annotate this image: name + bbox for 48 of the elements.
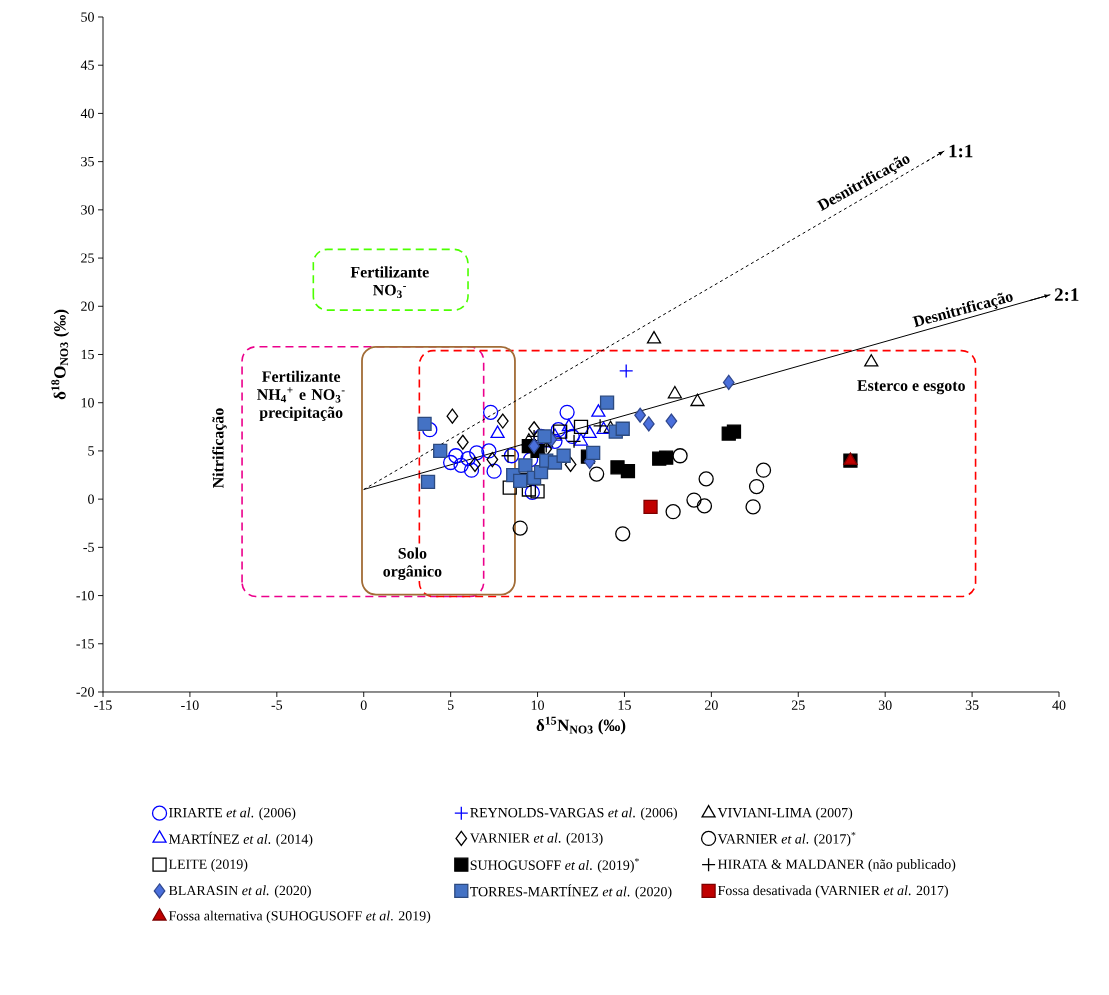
x-tick-label: 5 [447, 700, 454, 710]
y-tick-label: 45 [80, 60, 94, 70]
text: Fertilizante NH$_{4}$$^{+}$ e NO$_{3}$- precipitação [257, 370, 345, 422]
annotation: Fertilizante NO$_{3}$- [350, 266, 429, 299]
y-tick-label: 10 [81, 397, 94, 408]
annotation: Solo orgânico [383, 547, 442, 580]
y-tick-label: -5 [83, 542, 94, 552]
y-tick-label: 0 [88, 494, 94, 504]
x-tick-label: 40 [1052, 700, 1066, 710]
legend-label: BLARASIN et al. (2020) [168, 885, 311, 899]
y-tick-label: 40 [80, 108, 94, 119]
legend-label: LEITE (2019) [168, 859, 248, 872]
y-tick-label: -15 [76, 639, 94, 649]
x-tick-label: 20 [705, 700, 718, 710]
legend-label: VARNIER et al. (2017)$^{*}$ [717, 831, 856, 847]
legend-label: 1:1 [949, 144, 973, 158]
y-tick-label: -10 [76, 590, 94, 601]
x-tick-label: -5 [271, 700, 283, 710]
y-tick-label: 25 [81, 253, 94, 263]
legend-label: REYNOLDS-VARGAS et al. (2006) [470, 807, 677, 821]
y-tick-label: -20 [76, 687, 94, 697]
y-tick-label: 35 [81, 156, 94, 167]
y-tick-label: 15 [81, 349, 94, 360]
legend-label: HIRATA & MALDANER (não publicado) [717, 859, 956, 872]
legend-label: Fossa alternativa (SUHOGUSOFF et al. 2019) [168, 910, 431, 924]
legend-label: 2:1 [1054, 288, 1079, 302]
legend-label: MARTÍNEZ et al. (2014) [168, 831, 313, 847]
legend-label: VIVIANI-LIMA (2007) [717, 807, 853, 821]
x-tick-label: 25 [791, 700, 805, 710]
legend-label: SUHOGUSOFF et al. (2019)$^{*}$ [470, 858, 639, 873]
legend-label: VARNIER et al. (2013) [469, 832, 603, 846]
x-tick-label: -10 [181, 700, 199, 710]
annotation: Nitrificação [212, 408, 227, 489]
x-tick-label: 35 [965, 700, 979, 710]
x-axis-title: δ$^{15}$N$_{NO3}$ (‰) [536, 716, 626, 735]
annotation: Esterco e esgoto [857, 380, 965, 395]
legend-label: IRIARTE et al. (2006) [169, 807, 296, 821]
y-tick-label: 50 [81, 12, 94, 22]
x-tick-label: 30 [878, 700, 892, 710]
y-axis-title: δ$^{18}$O$_{NO3}$ (‰) [51, 309, 70, 400]
y-tick-label: 5 [88, 446, 94, 456]
y-tick-label: 20 [81, 301, 94, 311]
x-tick-label: 15 [618, 700, 631, 710]
x-tick-label: 0 [360, 700, 367, 710]
legend-label: Fossa desativada (VARNIER et al. 2017) [717, 885, 948, 899]
x-tick-label: 10 [531, 700, 544, 710]
legend-label: TORRES-MARTÍNEZ et al. (2020) [470, 884, 672, 900]
y-tick-label: 30 [81, 205, 94, 215]
